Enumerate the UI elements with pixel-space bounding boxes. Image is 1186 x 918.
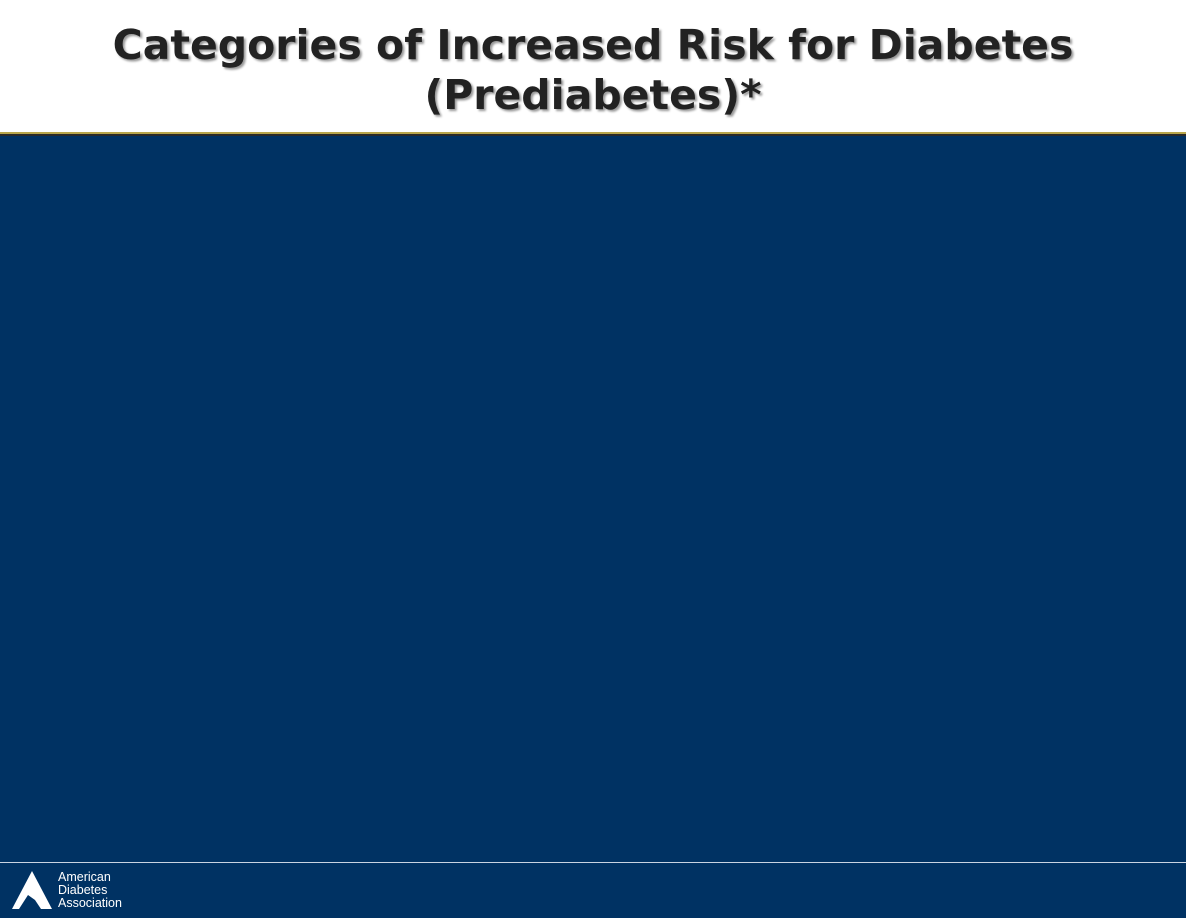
logo-text: Association — [58, 896, 122, 910]
footer: American Diabetes Association — [0, 863, 1186, 918]
header: Categories of Increased Risk for Diabete… — [0, 0, 1186, 132]
title-line: (Prediabetes)* — [424, 71, 762, 119]
divider — [0, 132, 1186, 134]
logo-text: Diabetes — [58, 883, 108, 897]
divider — [0, 862, 1186, 863]
content-area — [0, 136, 1186, 862]
divider — [0, 134, 1186, 136]
logo-mark — [12, 871, 52, 909]
title-line: Categories of Increased Risk for Diabete… — [112, 21, 1074, 69]
logo-text: American — [58, 870, 111, 884]
